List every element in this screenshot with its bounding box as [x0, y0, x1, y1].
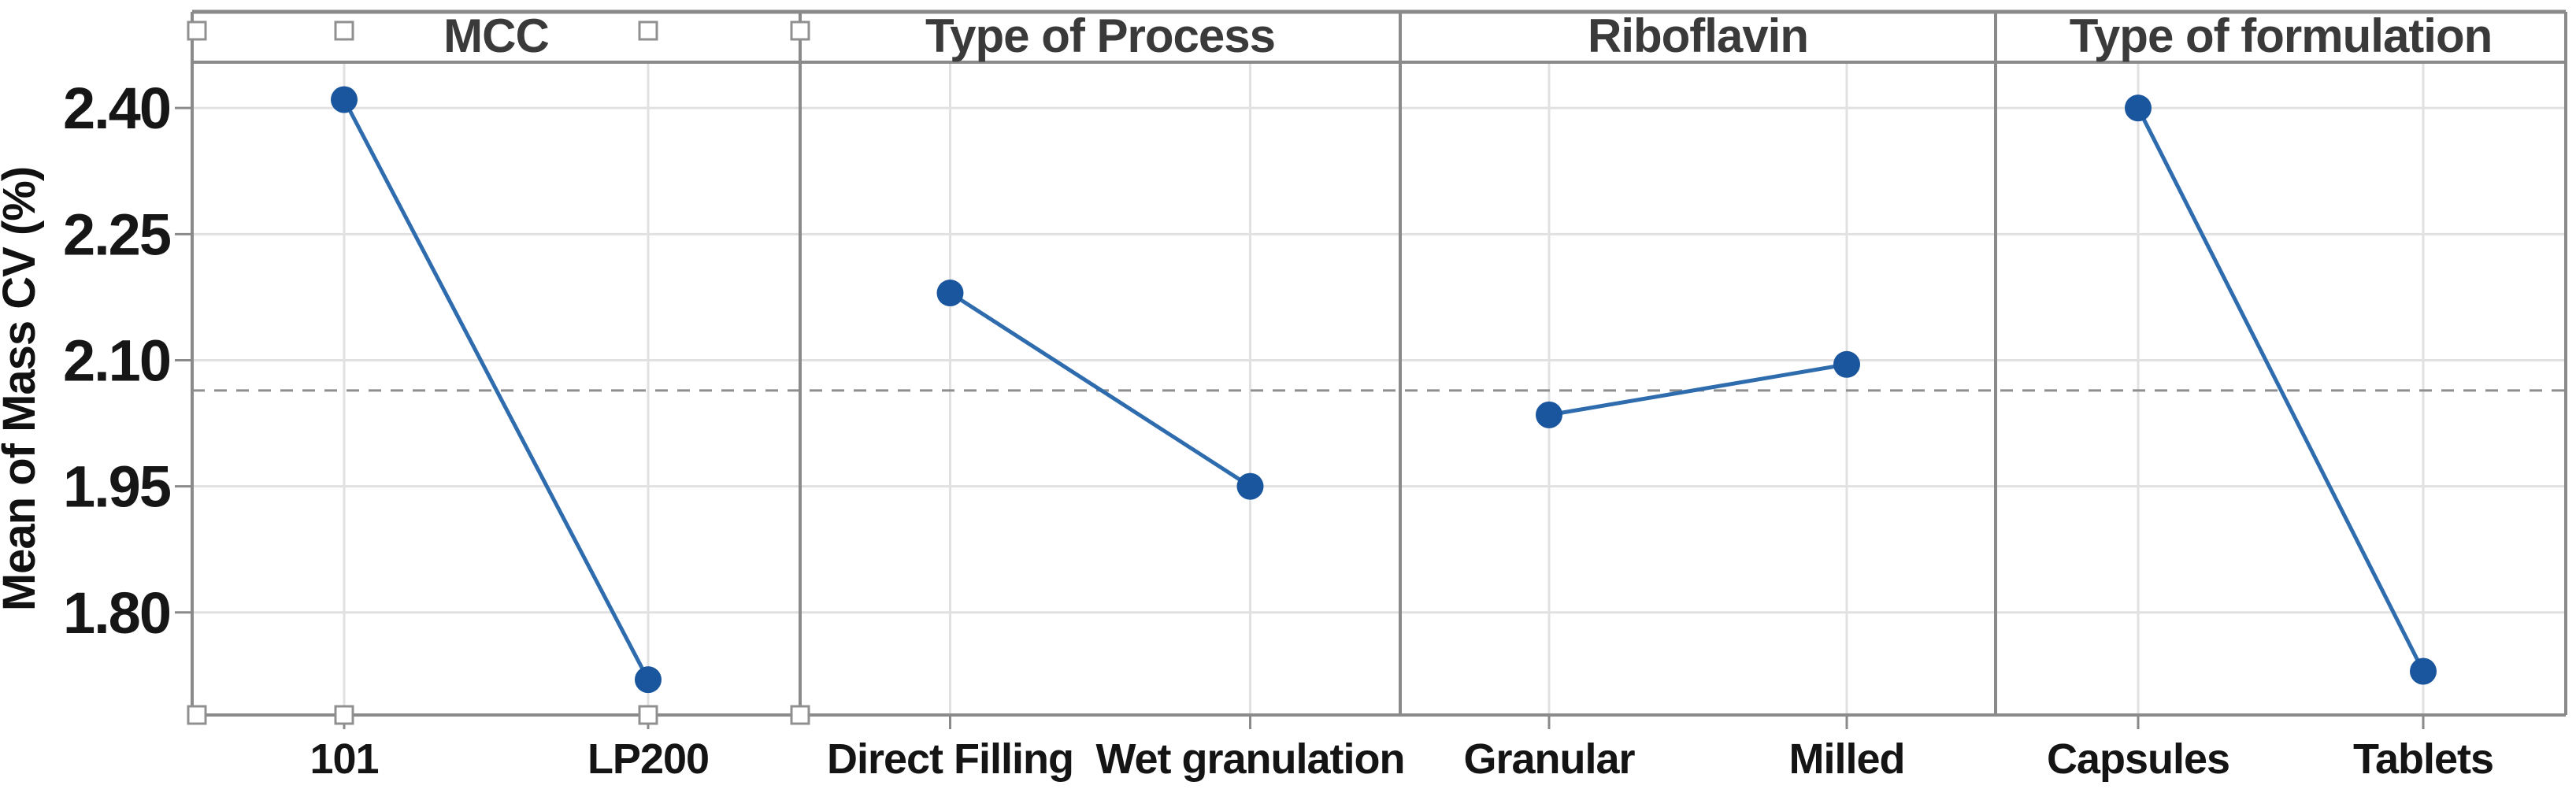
data-point	[936, 280, 964, 307]
data-point	[2125, 94, 2152, 122]
selection-handle[interactable]	[334, 705, 354, 725]
panel-header: Type of Process	[925, 9, 1275, 62]
panel-header: Riboflavin	[1588, 9, 1808, 62]
category-label: Milled	[1788, 735, 1904, 783]
data-line	[949, 291, 1251, 488]
category-label: LP200	[587, 735, 709, 783]
data-point	[1236, 472, 1264, 500]
ytick-label: 1.95	[63, 454, 171, 520]
ytick-label: 2.25	[63, 202, 171, 267]
category-label: Capsules	[2047, 735, 2229, 783]
category-label: Tablets	[2353, 735, 2493, 783]
data-line	[2136, 107, 2426, 672]
data-point	[2410, 658, 2437, 685]
category-label: Direct Filling	[827, 735, 1073, 783]
panel-header: MCC	[443, 9, 549, 62]
category-label: 101	[309, 735, 378, 783]
panel-header: Type of formulation	[2070, 9, 2493, 62]
data-line	[1548, 362, 1848, 417]
selection-handle[interactable]	[187, 20, 207, 41]
ytick-label: 2.40	[63, 76, 170, 141]
ytick-label: 2.10	[63, 328, 170, 393]
selection-handle[interactable]	[638, 20, 658, 41]
selection-handle[interactable]	[790, 20, 810, 41]
data-line	[342, 98, 650, 681]
selection-handle[interactable]	[334, 20, 354, 41]
selection-handle[interactable]	[790, 705, 810, 725]
selection-handle[interactable]	[638, 705, 658, 725]
selection-handle[interactable]	[187, 705, 207, 725]
category-label: Granular	[1463, 735, 1635, 783]
data-point	[635, 666, 662, 694]
category-label: Wet granulation	[1095, 735, 1404, 783]
ytick-label: 1.80	[63, 580, 170, 646]
y-axis-title: Mean of Mass CV (%)	[0, 167, 45, 611]
data-point	[1833, 350, 1860, 378]
data-point	[331, 86, 358, 113]
data-point	[1536, 401, 1562, 428]
